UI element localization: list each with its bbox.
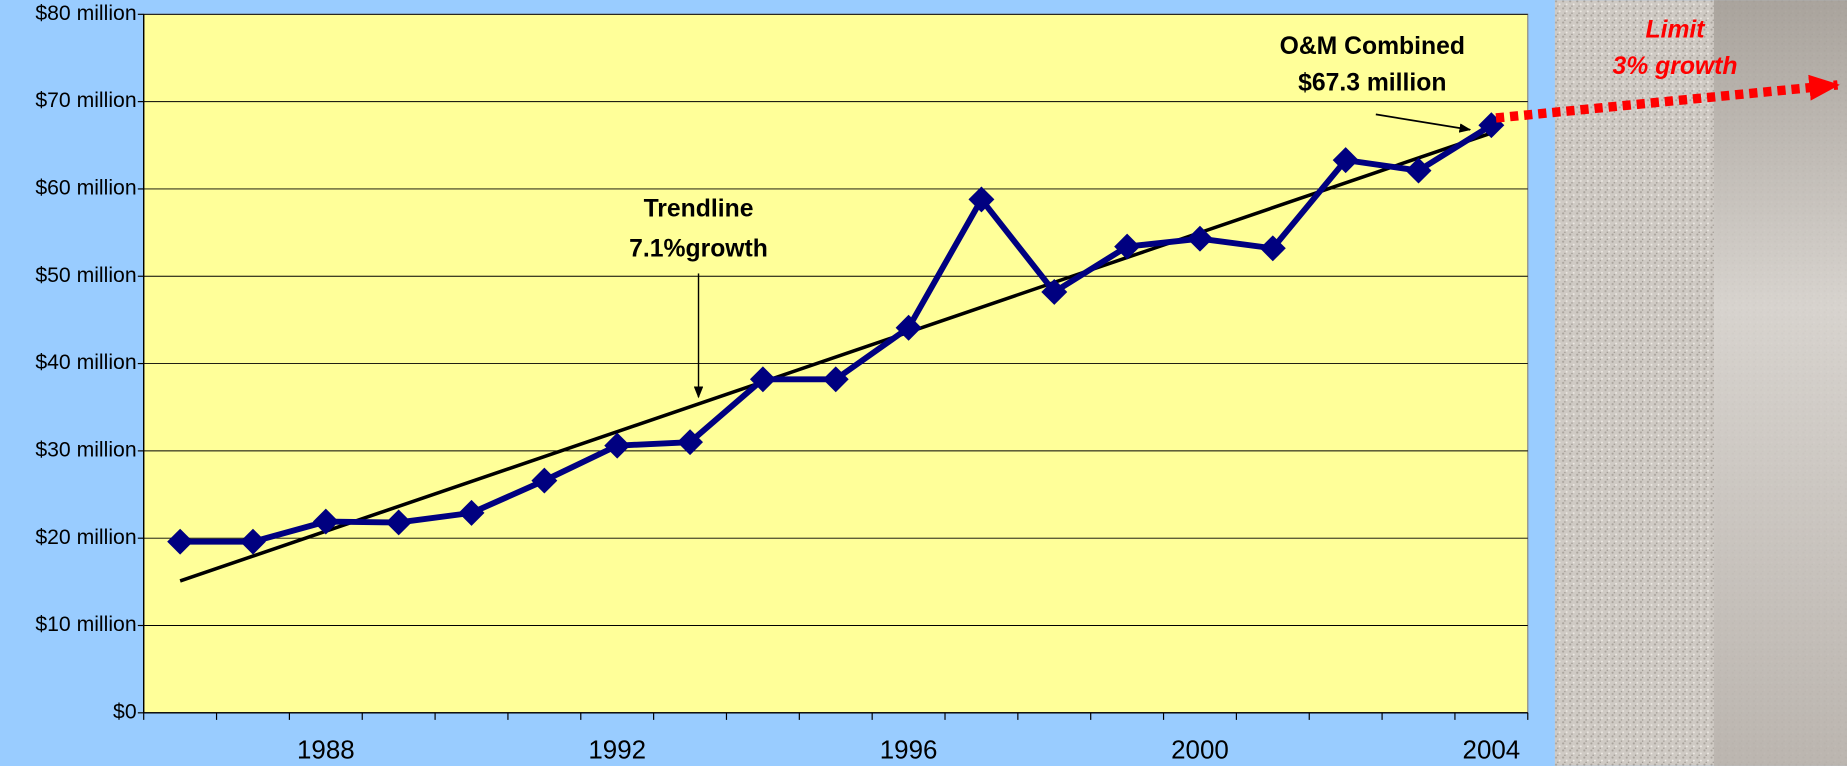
x-tick-label: 2004 [1463,737,1521,765]
y-tick-label: $0 [113,700,137,723]
x-tick-label: 1996 [880,737,938,765]
page: {"chart_data": { "type": "line", "catego… [0,0,1847,766]
chart: O&M Combined $67.3 million Trendline 7.1… [0,0,1847,766]
y-tick-label: $20 million [35,526,136,549]
limit-label: Limit [1645,16,1706,43]
y-tick-label: $80 million [35,2,136,25]
photo-panel [1714,0,1847,766]
x-tick-label: 2000 [1171,737,1229,765]
y-tick-label: $10 million [35,613,136,636]
limit-label: 3% growth [1613,53,1738,80]
y-tick-label: $70 million [35,89,136,112]
x-tick-label: 1988 [297,737,355,765]
y-tick-label: $60 million [35,177,136,200]
annotation: O&M Combined [1280,33,1465,60]
annotation: 7.1%growth [629,235,768,262]
y-tick-label: $50 million [35,264,136,287]
y-tick-label: $30 million [35,438,136,461]
y-tick-label: $40 million [35,351,136,374]
x-tick-label: 1992 [588,737,646,765]
annotation: $67.3 million [1298,69,1446,96]
annotation: Trendline [644,195,754,222]
